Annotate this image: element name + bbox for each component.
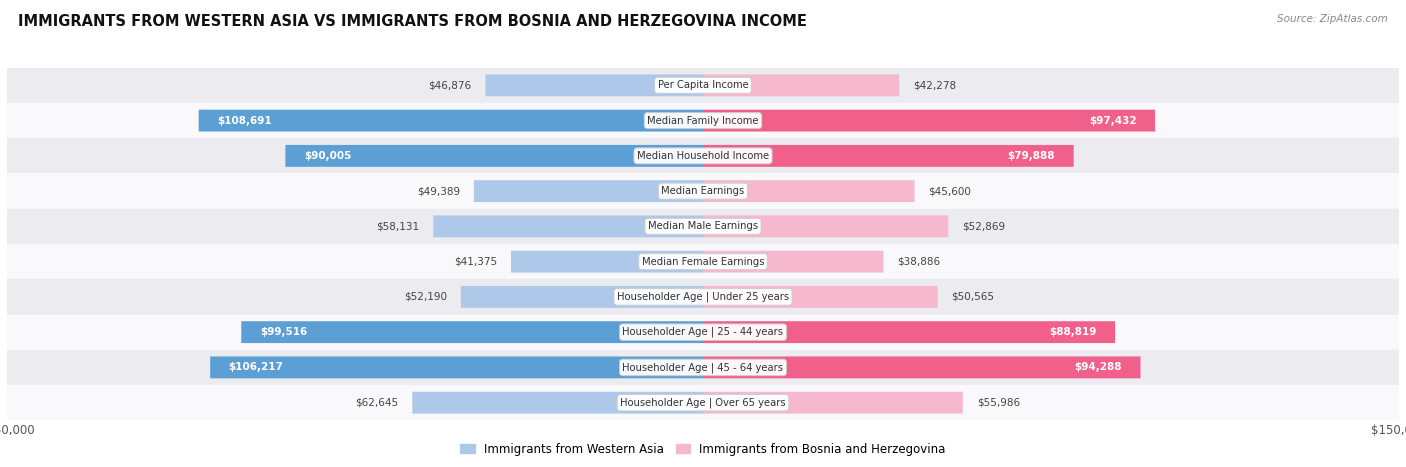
Text: $45,600: $45,600 <box>928 186 972 196</box>
Text: $79,888: $79,888 <box>1008 151 1054 161</box>
Text: $62,645: $62,645 <box>356 398 398 408</box>
Text: Median Family Income: Median Family Income <box>647 116 759 126</box>
Text: $41,375: $41,375 <box>454 257 498 267</box>
Bar <box>7 315 1399 350</box>
Bar <box>7 244 1399 279</box>
FancyBboxPatch shape <box>485 74 703 96</box>
Text: Householder Age | Under 25 years: Householder Age | Under 25 years <box>617 292 789 302</box>
FancyBboxPatch shape <box>209 356 703 378</box>
Text: Source: ZipAtlas.com: Source: ZipAtlas.com <box>1277 14 1388 24</box>
Text: $38,886: $38,886 <box>897 257 941 267</box>
FancyBboxPatch shape <box>433 215 703 237</box>
FancyBboxPatch shape <box>285 145 703 167</box>
Bar <box>7 173 1399 209</box>
Bar <box>7 138 1399 173</box>
FancyBboxPatch shape <box>703 74 900 96</box>
Text: $52,869: $52,869 <box>962 221 1005 231</box>
Text: $55,986: $55,986 <box>977 398 1019 408</box>
Text: $99,516: $99,516 <box>260 327 307 337</box>
Text: Median Female Earnings: Median Female Earnings <box>641 257 765 267</box>
Text: Householder Age | Over 65 years: Householder Age | Over 65 years <box>620 397 786 408</box>
FancyBboxPatch shape <box>198 110 703 132</box>
FancyBboxPatch shape <box>703 321 1115 343</box>
Text: $42,278: $42,278 <box>912 80 956 90</box>
Text: $52,190: $52,190 <box>404 292 447 302</box>
FancyBboxPatch shape <box>703 251 883 273</box>
Text: Median Male Earnings: Median Male Earnings <box>648 221 758 231</box>
FancyBboxPatch shape <box>461 286 703 308</box>
FancyBboxPatch shape <box>703 392 963 414</box>
Text: $58,131: $58,131 <box>377 221 419 231</box>
FancyBboxPatch shape <box>474 180 703 202</box>
Bar <box>7 385 1399 420</box>
FancyBboxPatch shape <box>412 392 703 414</box>
Text: Median Household Income: Median Household Income <box>637 151 769 161</box>
Bar <box>7 103 1399 138</box>
Bar <box>7 350 1399 385</box>
FancyBboxPatch shape <box>703 180 914 202</box>
FancyBboxPatch shape <box>703 145 1074 167</box>
Text: Householder Age | 25 - 44 years: Householder Age | 25 - 44 years <box>623 327 783 337</box>
Text: Per Capita Income: Per Capita Income <box>658 80 748 90</box>
FancyBboxPatch shape <box>703 356 1140 378</box>
FancyBboxPatch shape <box>510 251 703 273</box>
Bar <box>7 209 1399 244</box>
Text: $106,217: $106,217 <box>229 362 284 372</box>
Bar <box>7 279 1399 315</box>
Text: $49,389: $49,389 <box>416 186 460 196</box>
Text: $50,565: $50,565 <box>952 292 994 302</box>
Text: IMMIGRANTS FROM WESTERN ASIA VS IMMIGRANTS FROM BOSNIA AND HERZEGOVINA INCOME: IMMIGRANTS FROM WESTERN ASIA VS IMMIGRAN… <box>18 14 807 29</box>
FancyBboxPatch shape <box>242 321 703 343</box>
Text: $88,819: $88,819 <box>1049 327 1097 337</box>
Text: $94,288: $94,288 <box>1074 362 1122 372</box>
FancyBboxPatch shape <box>703 215 948 237</box>
Text: $46,876: $46,876 <box>429 80 471 90</box>
Legend: Immigrants from Western Asia, Immigrants from Bosnia and Herzegovina: Immigrants from Western Asia, Immigrants… <box>456 438 950 460</box>
Text: $108,691: $108,691 <box>218 116 271 126</box>
Text: $90,005: $90,005 <box>304 151 352 161</box>
Bar <box>7 68 1399 103</box>
FancyBboxPatch shape <box>703 286 938 308</box>
Text: Median Earnings: Median Earnings <box>661 186 745 196</box>
Text: Householder Age | 45 - 64 years: Householder Age | 45 - 64 years <box>623 362 783 373</box>
FancyBboxPatch shape <box>703 110 1156 132</box>
Text: $97,432: $97,432 <box>1088 116 1136 126</box>
